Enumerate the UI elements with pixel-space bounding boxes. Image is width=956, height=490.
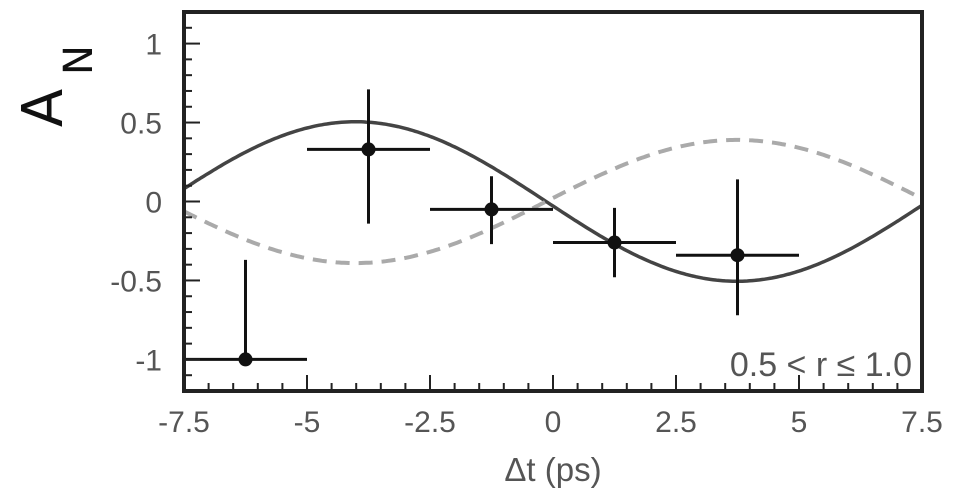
y-tick-label: 0 xyxy=(145,187,162,220)
y-tick-label: -1 xyxy=(135,344,162,377)
data-point xyxy=(361,142,376,157)
x-tick-label: -7.5 xyxy=(158,406,210,439)
tick-labels: -7.5 -5 -2.5 0 2.5 5 7.5 1 0.5 0 -0.5 -1 xyxy=(110,29,943,439)
y-axis-title-main: A xyxy=(11,89,76,127)
x-tick-label: 7.5 xyxy=(901,406,943,439)
x-tick-label: 5 xyxy=(791,406,808,439)
x-tick-label: 2.5 xyxy=(655,406,697,439)
x-tick-label: -2.5 xyxy=(404,406,456,439)
y-axis-title: A N xyxy=(11,45,102,127)
x-tick-label: -5 xyxy=(294,406,321,439)
y-tick-label: 1 xyxy=(145,29,162,62)
axis-ticks xyxy=(183,11,923,392)
data-point xyxy=(484,202,499,217)
y-tick-label: -0.5 xyxy=(110,265,162,298)
y-tick-label: 0.5 xyxy=(120,108,162,141)
plot-frame xyxy=(182,10,924,393)
data-point xyxy=(238,352,253,367)
data-point xyxy=(730,248,745,263)
solid-curve xyxy=(183,120,923,283)
range-annotation: 0.5 < r ≤ 1.0 xyxy=(730,346,912,384)
dashed-curve xyxy=(183,137,923,266)
data-points xyxy=(184,89,799,367)
x-tick-label: 0 xyxy=(545,406,562,439)
data-point xyxy=(607,235,622,250)
x-axis-title: Δt (ps) xyxy=(504,451,601,488)
y-axis-title-subscript: N xyxy=(56,45,102,75)
fit-curves xyxy=(183,120,923,283)
